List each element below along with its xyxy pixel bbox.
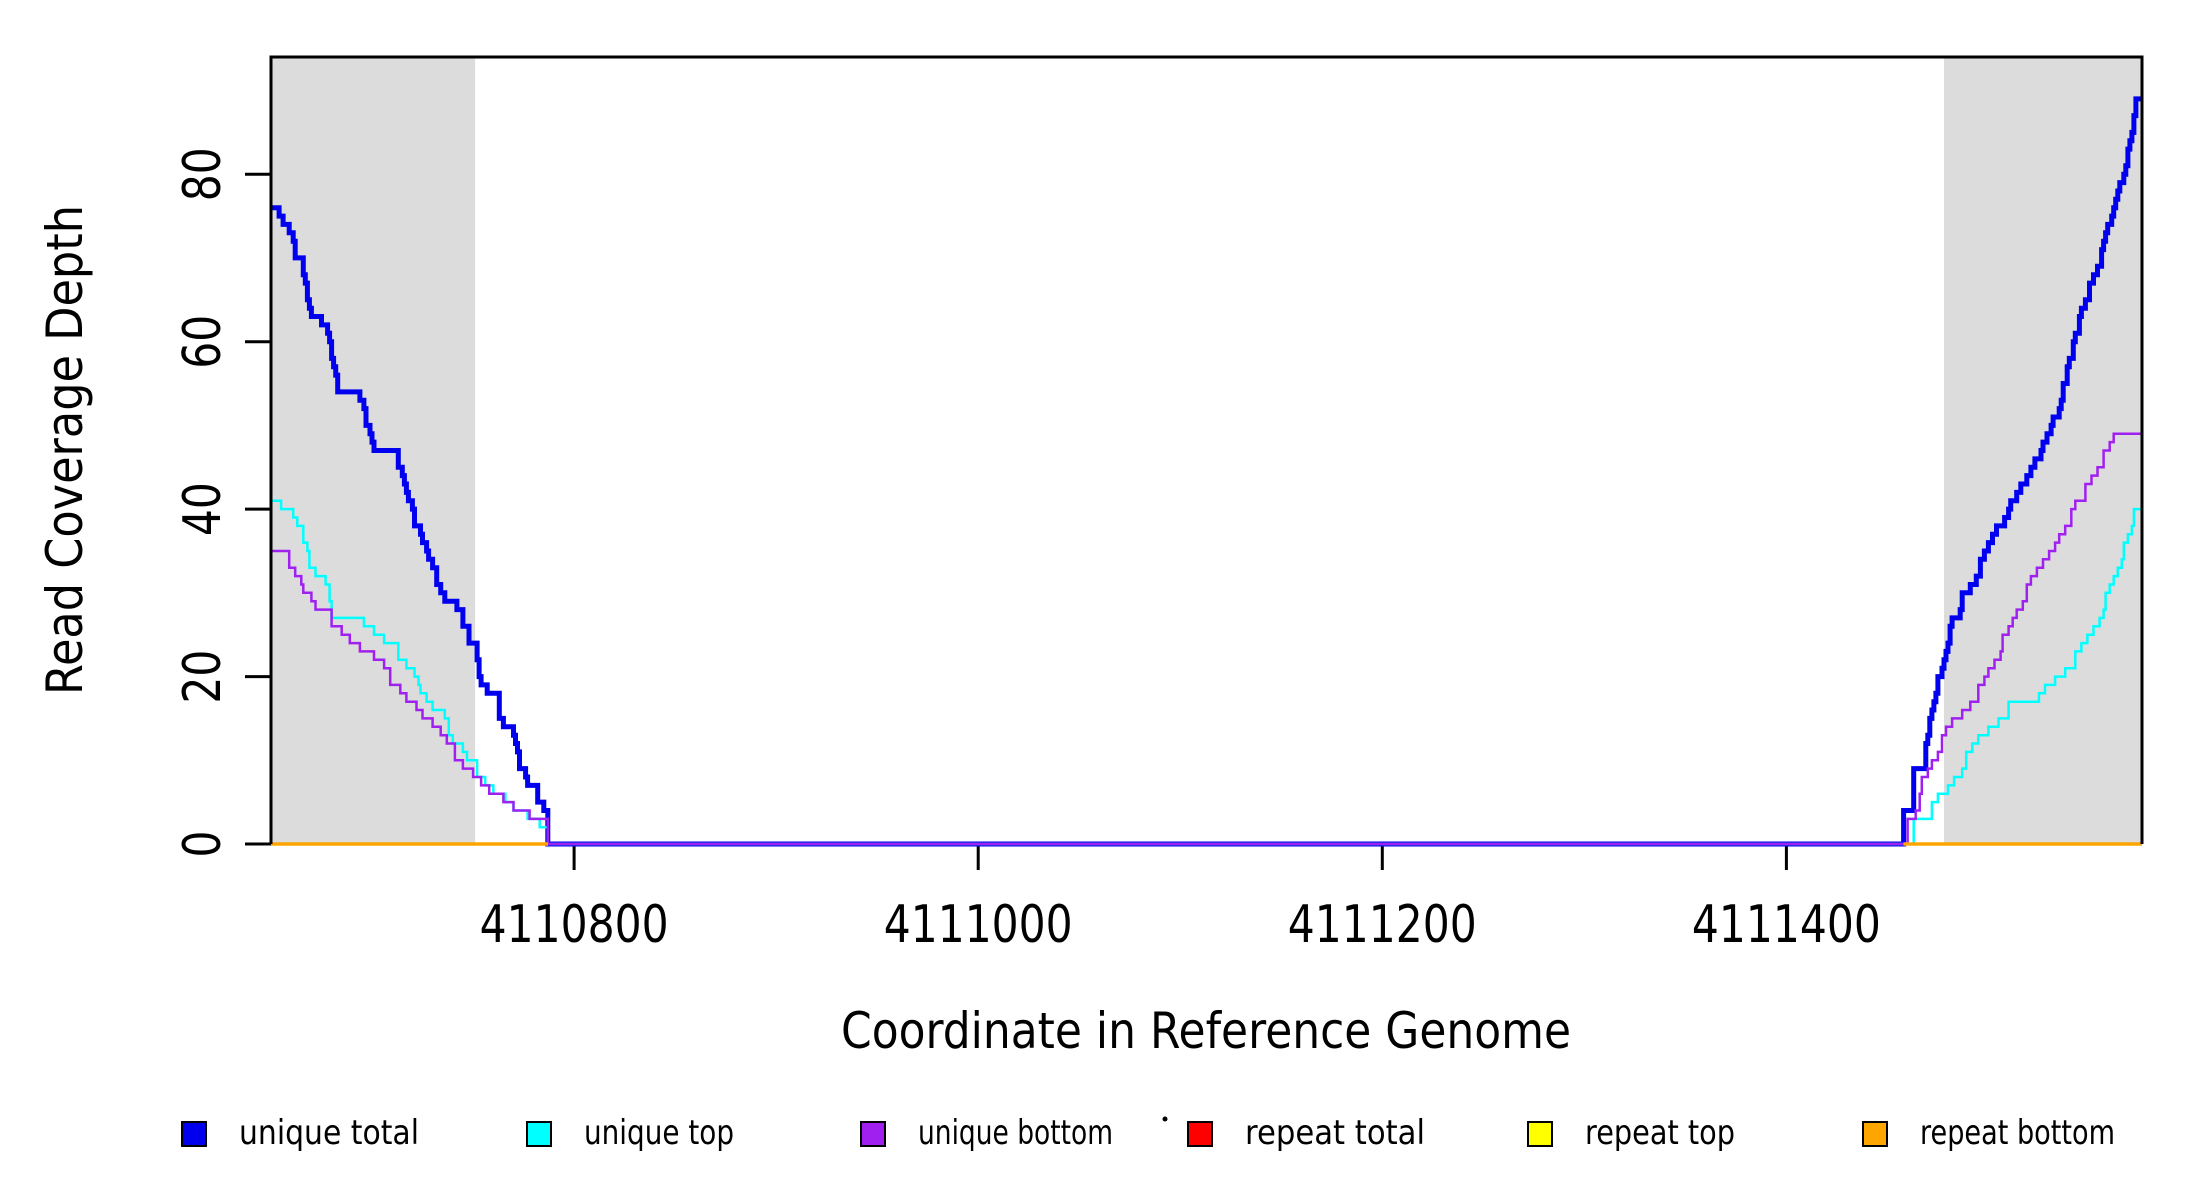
legend-label: unique total — [239, 1113, 419, 1153]
legend-label: repeat bottom — [1920, 1113, 2115, 1153]
legend-item-repeat-top: repeat top — [1527, 1113, 1735, 1153]
legend-label: repeat top — [1585, 1113, 1735, 1153]
legend-swatch-unique-bottom — [860, 1121, 886, 1147]
series-line-unique-bottom — [271, 432, 2142, 846]
legend-item-unique-total: unique total — [181, 1113, 419, 1153]
legend-swatch-unique-total — [181, 1121, 207, 1147]
x-tick-label: 4111400 — [1692, 895, 1881, 955]
x-tick-label: 4110800 — [480, 895, 669, 955]
y-tick-label: 20 — [173, 650, 233, 704]
plot-box-layer — [269, 55, 2144, 844]
y-axis-title: Read Coverage Depth — [36, 205, 94, 695]
legend-swatch-repeat-bottom — [1862, 1121, 1888, 1147]
shaded-regions-layer — [271, 57, 2142, 844]
legend-label: unique bottom — [918, 1113, 1113, 1153]
legend-swatch-repeat-top — [1527, 1121, 1553, 1147]
series-line-unique-total — [271, 96, 2142, 847]
x-tick-label: 4111200 — [1288, 895, 1477, 955]
legend-item-repeat-total: repeat total — [1187, 1113, 1425, 1153]
legend-swatch-unique-top — [526, 1121, 552, 1147]
x-axis-title: Coordinate in Reference Genome — [841, 1002, 1571, 1060]
y-tick-label: 60 — [173, 315, 233, 369]
series-layer — [271, 96, 2142, 847]
x-tick-label: 4111000 — [884, 895, 1073, 955]
legend: unique total unique top unique bottom repea… — [181, 1113, 2115, 1153]
legend-label: unique top — [584, 1113, 734, 1153]
y-tick-label: 40 — [173, 482, 233, 536]
stray-dot-artifact — [1162, 1116, 1168, 1122]
axes-layer: 4110800 4111000 4111200 4111400 0 20 40 60 80 — [173, 147, 2142, 955]
plot-box — [269, 55, 2144, 844]
series-line-unique-top — [271, 499, 2142, 846]
y-tick-label: 0 — [173, 831, 233, 858]
legend-item-repeat-bottom: repeat bottom — [1862, 1113, 2115, 1153]
legend-item-unique-top: unique top — [526, 1113, 734, 1153]
legend-label: repeat total — [1245, 1113, 1425, 1153]
legend-swatch-repeat-total — [1187, 1121, 1213, 1147]
legend-item-unique-bottom: unique bottom — [860, 1113, 1113, 1153]
y-tick-label: 80 — [173, 147, 233, 201]
